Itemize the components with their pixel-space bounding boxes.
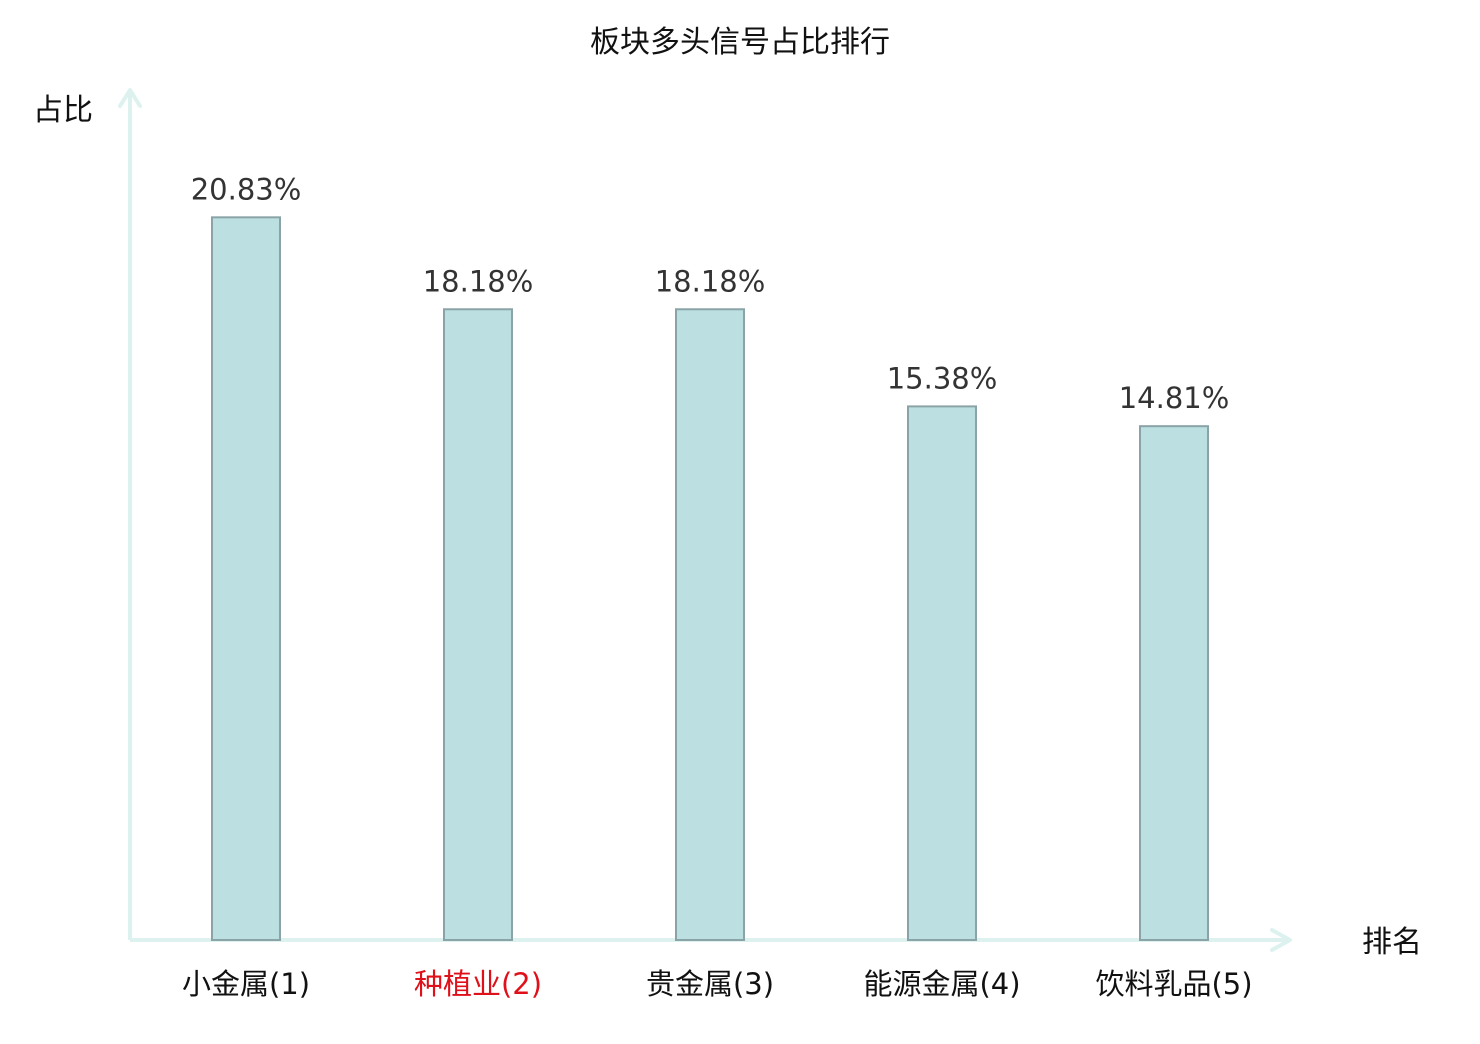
category-label-5: 饮料乳品(5) xyxy=(1095,967,1252,1001)
bar-5 xyxy=(1139,425,1209,942)
value-label-3: 18.18% xyxy=(655,264,766,298)
y-axis-label: 占比 xyxy=(33,93,93,128)
chart-title: 板块多头信号占比排行 xyxy=(590,25,890,60)
bar-3 xyxy=(675,308,745,941)
category-label-1: 小金属(1) xyxy=(182,967,310,1001)
category-label-3: 贵金属(3) xyxy=(646,967,774,1001)
x-axis-label: 排名 xyxy=(1362,925,1422,960)
value-label-4: 15.38% xyxy=(887,361,998,395)
x-axis-arrow xyxy=(1270,928,1292,952)
bar-2 xyxy=(443,308,513,941)
category-labels-group: 小金属(1) 种植业(2) 贵金属(3) 能源金属(4) 饮料乳品(5) xyxy=(182,967,1253,1001)
y-axis-arrow xyxy=(118,88,142,108)
value-label-1: 20.83% xyxy=(191,172,302,206)
value-labels-group: 20.83% 18.18% 18.18% 15.38% 14.81% xyxy=(191,172,1230,415)
bar-4 xyxy=(907,405,977,942)
category-label-4: 能源金属(4) xyxy=(863,967,1020,1001)
bars-group xyxy=(211,216,1209,942)
category-label-2: 种植业(2) xyxy=(414,967,542,1001)
value-label-2: 18.18% xyxy=(423,264,534,298)
value-label-5: 14.81% xyxy=(1119,381,1230,415)
bar-1 xyxy=(211,216,281,941)
